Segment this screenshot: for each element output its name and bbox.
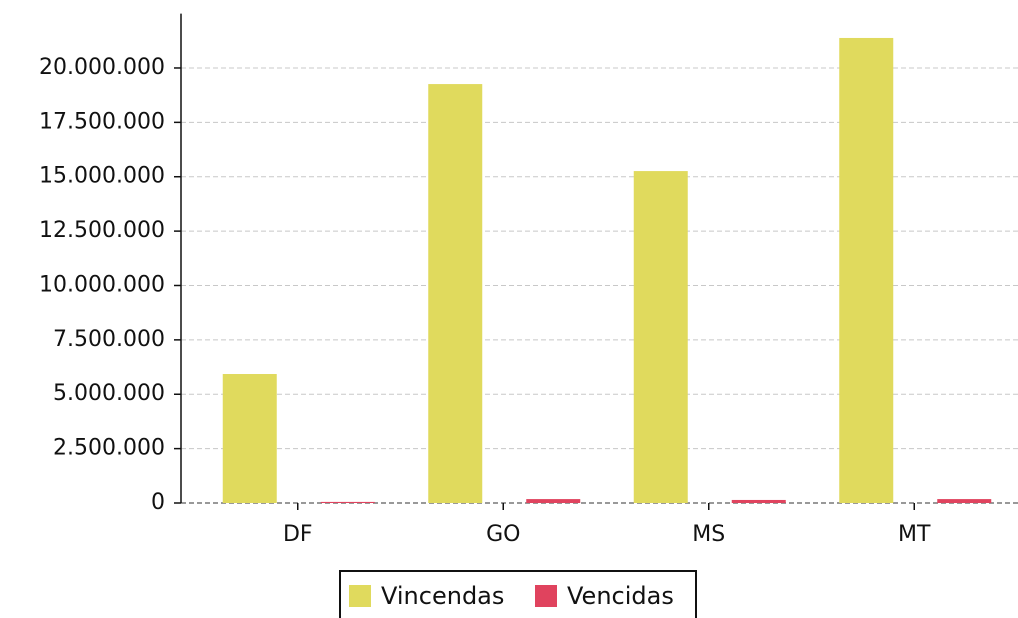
bar [633,171,688,503]
legend-swatch [349,585,371,607]
legend-label: Vencidas [567,582,674,610]
y-tick-label: 7.500.000 [53,327,165,352]
y-tick-label: 20.000.000 [39,55,165,80]
bar [320,501,375,503]
bar [222,374,277,503]
bar [839,37,894,503]
x-tick-label: DF [283,522,313,547]
legend-label: Vincendas [381,582,504,610]
y-tick-label: 15.000.000 [39,164,165,189]
bar [428,84,483,503]
y-tick-label: 12.500.000 [39,218,165,243]
bar [937,499,992,503]
y-tick-label: 10.000.000 [39,272,165,297]
y-tick-label: 2.500.000 [53,436,165,461]
x-tick-label: MT [898,522,931,547]
y-tick-label: 0 [151,490,165,515]
x-tick-label: GO [486,522,520,547]
bar [731,499,786,503]
x-tick-label: MS [692,522,725,547]
y-tick-label: 5.000.000 [53,381,165,406]
legend-swatch [535,585,557,607]
bar [526,499,581,503]
legend-box [339,570,697,618]
y-tick-label: 17.500.000 [39,109,165,134]
